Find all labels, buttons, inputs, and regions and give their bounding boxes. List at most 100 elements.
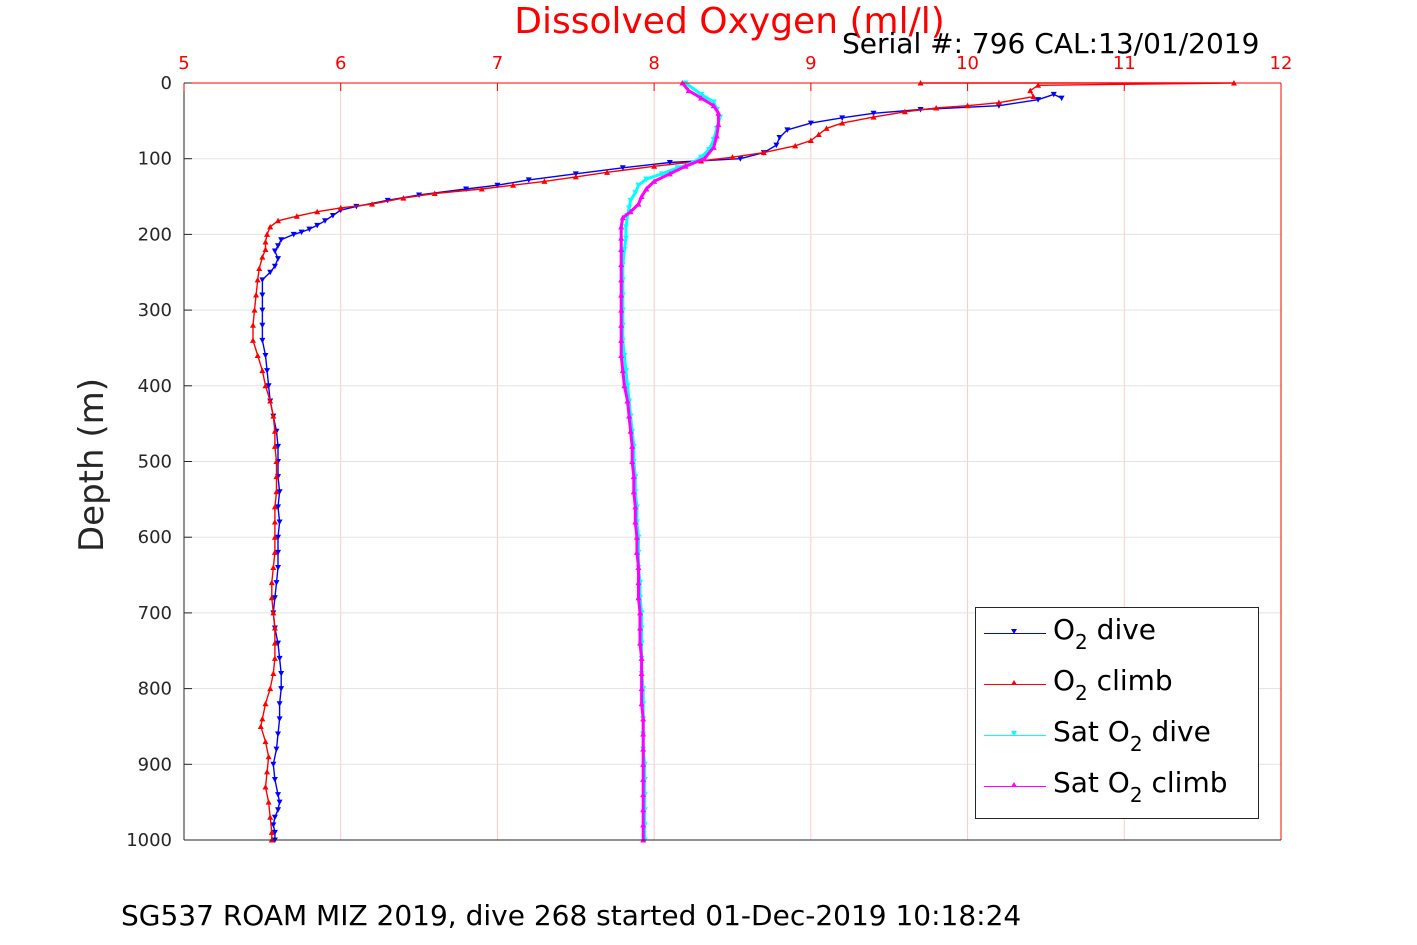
x-tick-label: 9 xyxy=(805,53,816,74)
legend-label: O2 dive xyxy=(1053,613,1157,654)
data-point xyxy=(268,594,275,601)
y-tick-label: 900 xyxy=(138,754,172,775)
data-point xyxy=(271,625,278,631)
data-point xyxy=(249,337,256,343)
data-point xyxy=(630,488,637,495)
data-point xyxy=(633,549,640,555)
data-point xyxy=(633,534,640,540)
series-layer xyxy=(249,80,1237,843)
data-point xyxy=(715,121,722,128)
x-tick-label: 5 xyxy=(178,53,189,74)
data-point xyxy=(627,208,634,215)
data-point xyxy=(259,322,266,329)
data-point xyxy=(322,218,329,224)
data-point xyxy=(275,792,282,798)
data-point xyxy=(666,159,673,166)
y-tick-label: 100 xyxy=(138,149,172,170)
data-point xyxy=(622,235,629,242)
data-point xyxy=(792,142,799,149)
data-point xyxy=(635,564,642,570)
data-point xyxy=(629,458,636,464)
data-point xyxy=(270,609,277,616)
series-line xyxy=(252,82,1235,840)
data-point xyxy=(737,156,744,162)
data-point xyxy=(715,110,722,116)
data-point xyxy=(640,731,647,737)
data-point xyxy=(807,120,814,127)
data-point xyxy=(275,243,282,249)
data-point xyxy=(784,127,791,133)
x-tick-label: 6 xyxy=(335,53,346,74)
data-point xyxy=(618,307,625,313)
data-point xyxy=(640,791,647,798)
axes: 5 6 7 8 9 10 11 12 0 100 200 300 400 500 600 700 800 900 1… xyxy=(126,53,1292,851)
data-point xyxy=(273,580,280,586)
data-point xyxy=(271,814,278,821)
data-point xyxy=(273,473,280,480)
data-point xyxy=(262,353,269,359)
data-point xyxy=(618,235,625,241)
data-point xyxy=(271,595,278,601)
data-point xyxy=(463,186,470,192)
y-axis-label: Depth (m) xyxy=(72,377,112,553)
data-point xyxy=(705,147,712,153)
data-point xyxy=(249,322,256,328)
data-point xyxy=(666,170,673,177)
data-point xyxy=(776,135,783,141)
data-point xyxy=(270,822,277,828)
y-tick-label: 700 xyxy=(138,603,172,624)
data-point xyxy=(276,519,283,526)
data-point xyxy=(643,185,650,192)
data-point xyxy=(638,193,645,200)
data-point xyxy=(256,265,263,271)
data-point xyxy=(275,256,282,262)
data-point xyxy=(271,263,278,270)
legend-label: O2 climb xyxy=(1053,664,1173,705)
legend-swatch-marker xyxy=(1011,680,1017,685)
data-point xyxy=(251,307,258,313)
data-point xyxy=(275,534,282,541)
data-point xyxy=(1027,87,1034,94)
data-point xyxy=(293,213,300,219)
legend: O2 dive O2 climb Sat O2 dive Sat O2 clim… xyxy=(975,607,1259,819)
data-point xyxy=(271,655,278,661)
x-tick-label: 11 xyxy=(1113,53,1136,74)
data-point xyxy=(698,95,705,101)
data-point xyxy=(901,108,908,115)
data-point xyxy=(640,776,647,782)
data-point xyxy=(337,204,344,211)
data-point xyxy=(618,352,625,359)
data-point xyxy=(622,368,629,374)
data-point xyxy=(264,368,271,374)
data-point xyxy=(525,177,532,183)
data-point xyxy=(541,178,548,184)
data-point xyxy=(264,768,271,775)
data-point xyxy=(632,190,639,196)
data-point xyxy=(729,154,736,160)
data-point xyxy=(270,413,277,419)
data-point xyxy=(276,701,283,707)
data-point xyxy=(271,776,278,783)
data-point xyxy=(621,382,628,389)
data-point xyxy=(273,746,280,753)
data-point xyxy=(254,352,261,359)
data-point xyxy=(257,723,264,729)
data-point xyxy=(298,229,305,236)
legend-label: Sat O2 dive xyxy=(1053,715,1211,756)
y-tick-label: 600 xyxy=(138,527,172,548)
data-point xyxy=(1035,97,1042,103)
data-point xyxy=(265,753,272,760)
data-point xyxy=(619,214,626,221)
data-point xyxy=(267,685,274,692)
data-point xyxy=(807,137,814,144)
legend-item-o2-dive: O2 dive xyxy=(976,608,1258,658)
data-point xyxy=(275,731,282,738)
data-point xyxy=(698,91,705,98)
data-point xyxy=(271,248,278,255)
data-point xyxy=(621,247,628,253)
data-point xyxy=(271,829,278,836)
data-point xyxy=(369,201,376,207)
data-point xyxy=(622,224,629,230)
legend-swatch-marker xyxy=(1011,782,1017,787)
data-point xyxy=(400,195,407,201)
